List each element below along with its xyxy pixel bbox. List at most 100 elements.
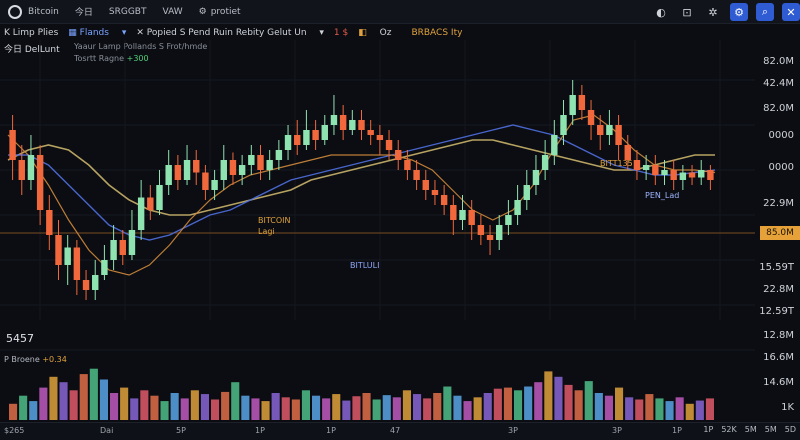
- symbol-label[interactable]: K Limp Plies: [4, 28, 59, 38]
- volume-label: P Broene: [4, 355, 40, 364]
- ma-slow-line: [7, 139, 715, 216]
- indicators-button[interactable]: ▦ Flands ▾: [68, 28, 127, 38]
- legend-row-1: Yaaur Lamp Pollands S Frot/hmde: [74, 42, 208, 51]
- chart-toolbar: K Limp Plies ▦ Flands ▾ ✕ Popied S Pend …: [0, 24, 800, 42]
- volume-bar: [120, 387, 129, 420]
- time-axis-bar: $265 Dai 5P 1P 1P 47 3P 3P 1P 1P 52K 5M 5M 5D: [0, 422, 800, 440]
- candle-body: [55, 235, 62, 265]
- y-axis-label: 0000: [768, 162, 794, 173]
- volume-bar: [312, 395, 321, 420]
- x-axis-label: 1P: [255, 426, 265, 435]
- volume-bar: [473, 397, 482, 420]
- app-logo-icon[interactable]: [8, 4, 22, 19]
- candle-body: [422, 180, 429, 190]
- candle-body: [385, 140, 393, 150]
- candle-body: [440, 195, 448, 205]
- alert-icon[interactable]: ◐: [656, 5, 666, 19]
- candle-body: [119, 240, 126, 255]
- legend-row-2-label: Tosrtt Ragne: [74, 54, 125, 63]
- candle-body: [358, 120, 365, 130]
- candle-body: [450, 205, 457, 220]
- compare-icon: ◧: [358, 28, 367, 38]
- candle-body: [514, 200, 521, 215]
- candle-body: [532, 170, 540, 185]
- range-5m-b[interactable]: 5M: [764, 425, 777, 434]
- volume-bar: [271, 393, 280, 420]
- volume-bar: [221, 391, 230, 420]
- candle-body: [496, 225, 503, 240]
- candle-body: [505, 215, 512, 225]
- volume-bar: [332, 394, 341, 420]
- candle-body: [101, 260, 108, 275]
- volume-bar: [140, 390, 149, 420]
- search-icon[interactable]: ⌕: [756, 3, 774, 21]
- range-5m-a[interactable]: 5M: [744, 425, 757, 434]
- volume-bar: [382, 395, 391, 420]
- volume-bar: [564, 384, 573, 420]
- tab-srggbt[interactable]: SRGGBT: [108, 6, 147, 17]
- gear-icon[interactable]: ⚙: [198, 6, 207, 17]
- candle-body: [413, 170, 420, 180]
- price-chart[interactable]: BITCOIN Lagi BITLULI BITT135 PEN_Lad: [0, 40, 800, 422]
- close-icon[interactable]: ✕: [782, 3, 800, 21]
- indicator-name: Popied S Pend Ruin Rebity Gelut Un: [146, 28, 307, 38]
- range-1p[interactable]: 1P: [703, 425, 714, 434]
- x-axis-label: 3P: [508, 426, 518, 435]
- candle-body: [266, 160, 273, 170]
- volume-bar: [433, 393, 442, 420]
- annotation-pen-lad: PEN_Lad: [645, 191, 679, 200]
- legend-title: 今日 DelLunt: [4, 45, 60, 55]
- volume-bar: [362, 393, 371, 420]
- settings-icon[interactable]: ✲: [708, 5, 718, 19]
- compare-button[interactable]: ◧ Oz: [358, 28, 401, 38]
- volume-bar: [705, 398, 714, 420]
- candle-body: [174, 165, 182, 180]
- candle-body: [275, 150, 283, 160]
- volume-bar: [180, 398, 189, 420]
- camera-icon[interactable]: ⊡: [682, 5, 692, 19]
- y-axis-label: 12.8M: [763, 330, 794, 341]
- candle-body: [193, 160, 200, 173]
- candle-body: [642, 165, 650, 170]
- volume-bar: [59, 382, 68, 420]
- volume-bar: [675, 397, 684, 420]
- candle-body: [367, 130, 374, 135]
- range-5d[interactable]: 5D: [784, 425, 796, 434]
- candle-body: [523, 185, 530, 200]
- volume-bar: [241, 395, 250, 420]
- volume-bar: [301, 390, 310, 420]
- y-axis-label: 0000: [768, 130, 794, 141]
- candle-body: [211, 180, 218, 190]
- y-axis-label: 15.59T: [759, 262, 794, 273]
- tab-today[interactable]: 今日: [74, 8, 93, 18]
- volume-bar: [594, 393, 603, 420]
- y-axis-label: 82.0M: [763, 56, 794, 67]
- indicator-text: ✕ Popied S Pend Ruin Rebity Gelut Un ▾: [136, 28, 324, 38]
- tab-bitcoin[interactable]: Bitcoin: [28, 6, 59, 17]
- y-axis-label: 1K: [781, 402, 794, 413]
- candle-body: [376, 135, 384, 140]
- settings-label[interactable]: protiet: [210, 6, 241, 17]
- volume-bar: [372, 399, 381, 420]
- indicators-label: Flands: [79, 28, 109, 38]
- candle-body: [688, 172, 696, 178]
- candle-body: [147, 197, 154, 210]
- tab-vaw[interactable]: VAW: [162, 6, 183, 17]
- volume-value: +0.34: [42, 355, 67, 364]
- candle-body: [477, 225, 485, 235]
- gear-blue-icon[interactable]: ⚙: [730, 3, 748, 21]
- volume-title: P Broene +0.34: [4, 355, 67, 364]
- candle-body: [257, 155, 264, 170]
- range-52k[interactable]: 52K: [721, 425, 737, 434]
- y-axis-label: 22.8M: [763, 284, 794, 295]
- volume-bar: [211, 399, 220, 420]
- volume-bar: [453, 395, 462, 420]
- volume-bar: [392, 397, 401, 420]
- y-axis-label: 16.6M: [763, 352, 794, 363]
- candle-body: [569, 95, 576, 115]
- x-axis-label: 1P: [326, 426, 336, 435]
- candle-body: [679, 172, 687, 180]
- candle-body: [229, 160, 237, 175]
- top-bar: Bitcoin 今日 SRGGBT VAW ⚙ protiet ◐ ⊡ ✲ ⚙ …: [0, 0, 800, 24]
- x-axis-label: 47: [390, 426, 401, 435]
